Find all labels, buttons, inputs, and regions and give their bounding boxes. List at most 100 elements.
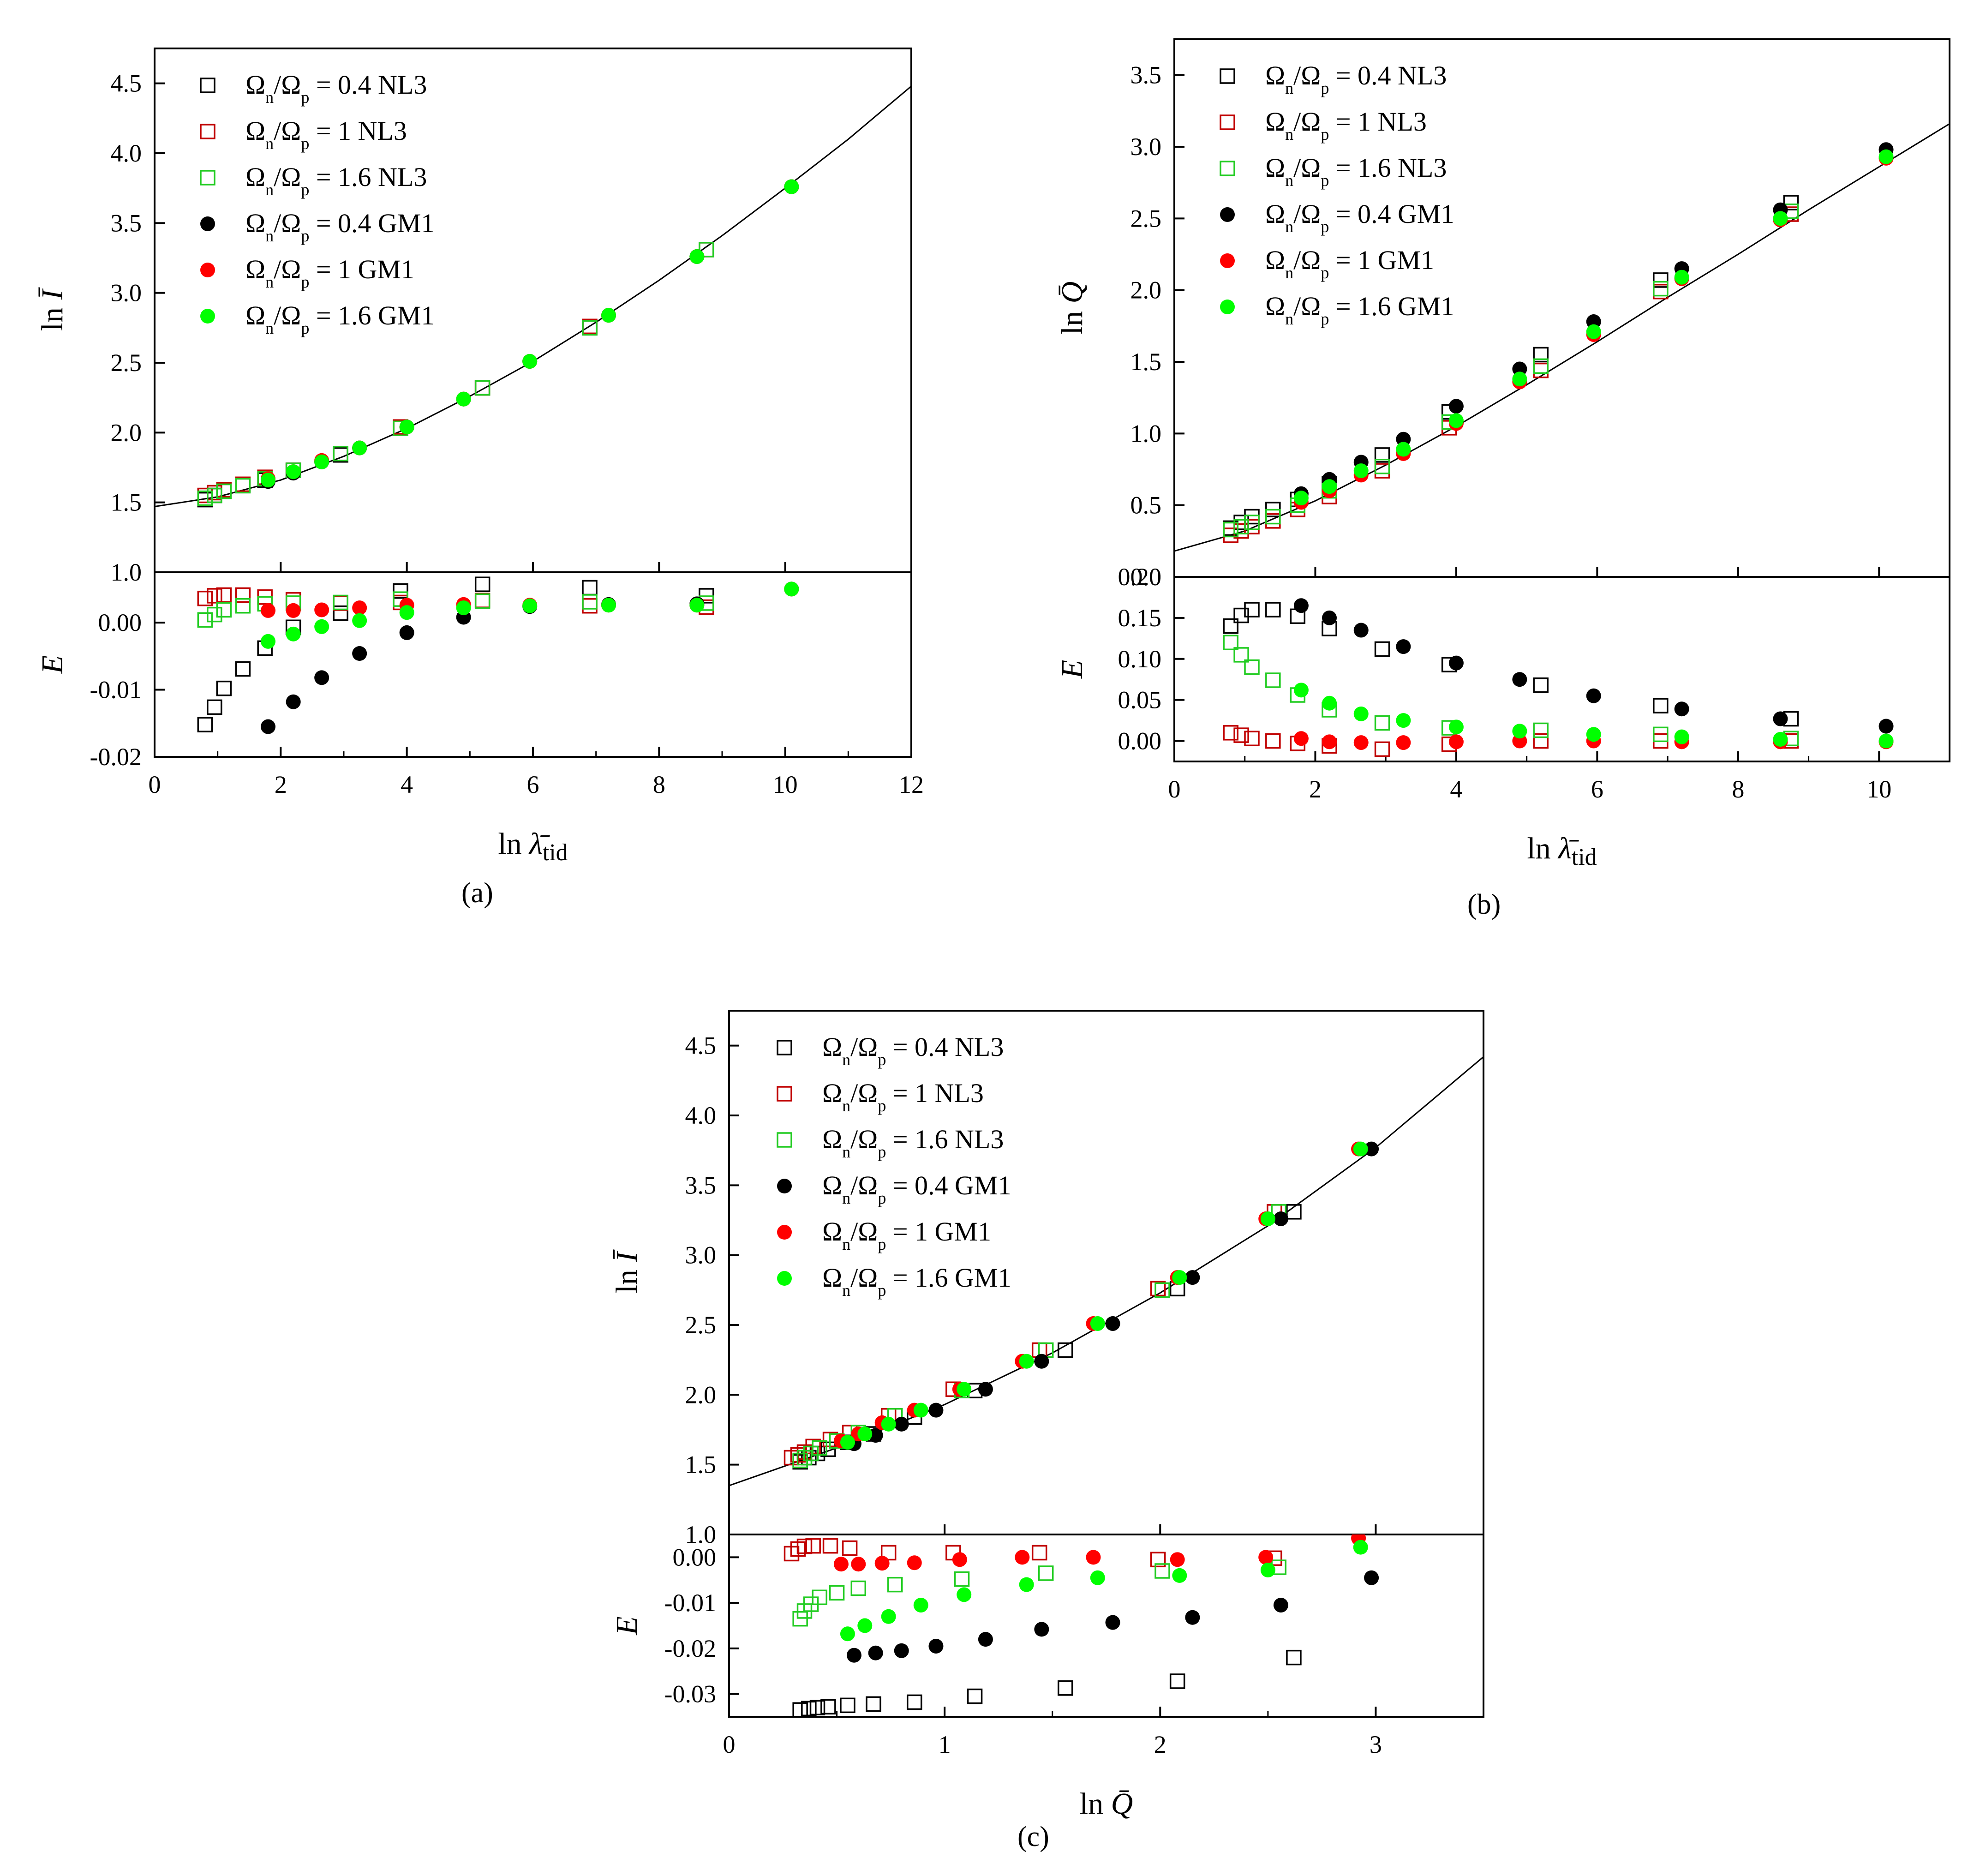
data-point (1374, 459, 1390, 474)
legend-ratio: = 1 (1329, 107, 1377, 137)
legend-marker (200, 124, 215, 139)
residual-point (216, 587, 232, 603)
legend-ratio: = 1.6 (1329, 153, 1398, 183)
legend-slash: /Ω (274, 254, 301, 284)
y-tick-label-bottom: -0.02 (90, 743, 142, 771)
residual-point (582, 594, 598, 610)
legend-label: Ωn/Ωp = 0.4 NL3 (1265, 60, 1447, 97)
residual-point (235, 587, 251, 603)
data-point (1374, 463, 1390, 479)
legend-slash: /Ω (1293, 199, 1321, 229)
residual-point (1265, 602, 1281, 617)
residual-point (846, 1648, 861, 1663)
data-point (1448, 413, 1464, 428)
residual-point (235, 661, 251, 677)
y-tick-label-top: 1.5 (111, 489, 142, 516)
residual-point (887, 1576, 903, 1593)
residual-point (1172, 1568, 1187, 1583)
residual-point (261, 634, 275, 649)
y-tick-label-top: 3.5 (111, 209, 142, 237)
y-tick-label-bottom: 0.00 (98, 609, 142, 636)
residual-point (1244, 602, 1260, 617)
legend-sub-n: n (265, 227, 274, 245)
legend-sub-n: n (265, 134, 274, 153)
legend-ratio: = 1 (309, 116, 358, 146)
legend-slash: /Ω (850, 1032, 878, 1062)
residual-point (868, 1645, 883, 1660)
y-label-symbol: Ī (36, 287, 69, 300)
residual-point (1293, 683, 1309, 698)
data-point (1265, 509, 1281, 525)
data-point (1783, 195, 1799, 210)
legend-marker (200, 263, 215, 277)
legend-sub-p: p (878, 1281, 886, 1300)
y-tick-label-top: 1.5 (1131, 348, 1162, 376)
x-tick-label: 12 (899, 771, 924, 798)
legend-slash: /Ω (274, 300, 301, 330)
legend-sub-p: p (1321, 217, 1329, 236)
legend-marker (200, 216, 215, 231)
residual-point (857, 1618, 873, 1633)
legend-ratio: = 1.6 (886, 1124, 955, 1154)
data-point (820, 1441, 836, 1457)
residual-point (1233, 607, 1249, 623)
y-tick-label-bottom: 0.00 (1118, 727, 1162, 755)
legend-slash: /Ω (850, 1124, 878, 1154)
residual-point (1878, 733, 1894, 749)
data-point (913, 1403, 928, 1418)
residual-point (1512, 724, 1527, 739)
legend-label: Ωn/Ωp = 1 GM1 (822, 1217, 991, 1253)
residual-point (1154, 1563, 1170, 1579)
y-tick-label-top: 2.5 (1131, 204, 1162, 232)
fit-curve (729, 1056, 1483, 1486)
residual-point (207, 606, 222, 623)
legend-sub-p: p (301, 134, 309, 153)
legend-omega: Ω (1265, 199, 1285, 229)
residual-point (1374, 641, 1390, 657)
data-point (1293, 491, 1309, 506)
residual-point (1353, 623, 1369, 638)
y-tick-label-top: 4.0 (111, 139, 142, 167)
y-tick-label-top: 1.0 (111, 558, 142, 586)
residual-point (352, 613, 367, 628)
residual-point (286, 603, 301, 618)
y-axis-label-bottom: E (36, 655, 69, 674)
y-axis-label-bottom: E (610, 1616, 644, 1635)
legend-omega: Ω (822, 1078, 842, 1108)
legend-slash: /Ω (1293, 245, 1321, 275)
residual-point (1233, 727, 1249, 743)
residual-point (286, 626, 301, 641)
legend-label: Ωn/Ωp = 0.4 GM1 (245, 208, 435, 245)
y-tick-label-top: 1.0 (685, 1521, 717, 1548)
x-axis-label: ln λ̄tid (498, 827, 568, 866)
data-point (1019, 1354, 1034, 1369)
legend-model: NL3 (378, 70, 427, 100)
panel-a: 0 2 4 6 8 10 12 1.0 1.5 2.0 2.5 3.0 3.5 4.0 4.5 -0.02 -0… (36, 48, 924, 866)
residual-point (261, 719, 275, 734)
legend-omega: Ω (1265, 153, 1285, 183)
residual-point (1244, 659, 1260, 675)
legend-marker (200, 78, 215, 93)
data-point (1674, 270, 1689, 285)
residual-point (1374, 715, 1390, 731)
legend-label: Ωn/Ωp = 0.4 NL3 (822, 1032, 1004, 1069)
residual-point (1586, 688, 1601, 703)
x-tick-label: 8 (653, 771, 665, 798)
legend-ratio: = 0.4 (309, 70, 378, 100)
residual-point (957, 1587, 972, 1602)
residual-point (1185, 1610, 1200, 1625)
legend-model: NL3 (1378, 107, 1427, 137)
residual-point (1773, 711, 1788, 726)
legend-ratio: = 1 (309, 254, 358, 284)
data-point (1090, 1316, 1105, 1331)
caption-b: (b) (1467, 889, 1501, 920)
x-tick-label: 0 (149, 771, 161, 798)
legend-sub-p: p (1321, 79, 1329, 97)
y-tick-label-top: 2.0 (111, 419, 142, 446)
residual-point (784, 581, 799, 597)
legend-marker (200, 309, 215, 324)
legend-sub-n: n (842, 1281, 850, 1300)
data-point (840, 1435, 855, 1450)
residual-point (601, 598, 616, 613)
residual-point (474, 593, 490, 608)
